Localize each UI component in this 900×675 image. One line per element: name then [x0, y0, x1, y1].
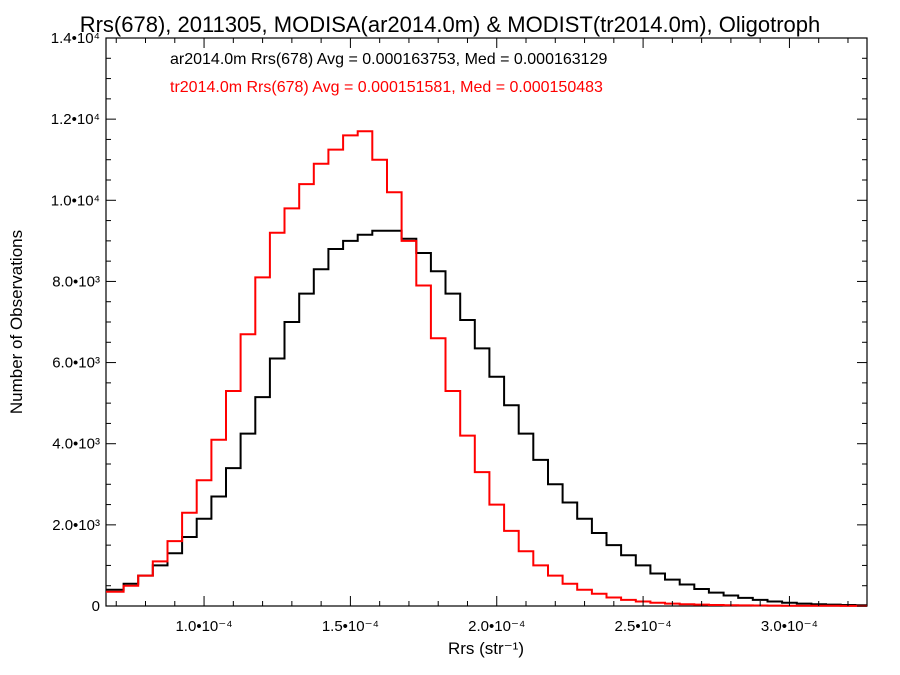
x-tick-label: 1.5•10⁻⁴ [322, 618, 379, 635]
x-tick-label: 3.0•10⁻⁴ [761, 618, 818, 635]
y-tick-label: 0 [92, 598, 100, 615]
y-tick-label: 1.4•10⁴ [51, 30, 100, 47]
series-layer [106, 130, 867, 607]
series-annotation-1: tr2014.0m Rrs(678) Avg = 0.000151581, Me… [170, 79, 603, 96]
y-tick-label: 6.0•10³ [52, 355, 100, 372]
y-axis-label: Number of Observations [7, 230, 26, 414]
chart-title: Rrs(678), 2011305, MODISA(ar2014.0m) & M… [80, 12, 821, 37]
x-axis-label: Rrs (str⁻¹) [448, 639, 524, 658]
histogram-series-1 [106, 130, 867, 607]
histogram-series-0 [106, 229, 867, 607]
y-tick-label: 4.0•10³ [52, 436, 100, 453]
x-tick-label: 2.5•10⁻⁴ [615, 618, 672, 635]
y-tick-label: 1.2•10⁴ [51, 111, 100, 128]
x-tick-label: 2.0•10⁻⁴ [468, 618, 525, 635]
series-annotation-0: ar2014.0m Rrs(678) Avg = 0.000163753, Me… [170, 51, 607, 68]
y-tick-label: 1.0•10⁴ [51, 192, 100, 209]
tick-layer: 1.0•10⁻⁴ 1.5•10⁻⁴ 2.0•10⁻⁴ 2.5•10⁻⁴ 3.0•10⁻⁴… [51, 30, 867, 635]
y-tick-label: 2.0•10³ [52, 517, 100, 534]
plot-frame [105, 37, 868, 607]
y-tick-label: 8.0•10³ [52, 273, 100, 290]
x-tick-label: 1.0•10⁻⁴ [175, 618, 232, 635]
